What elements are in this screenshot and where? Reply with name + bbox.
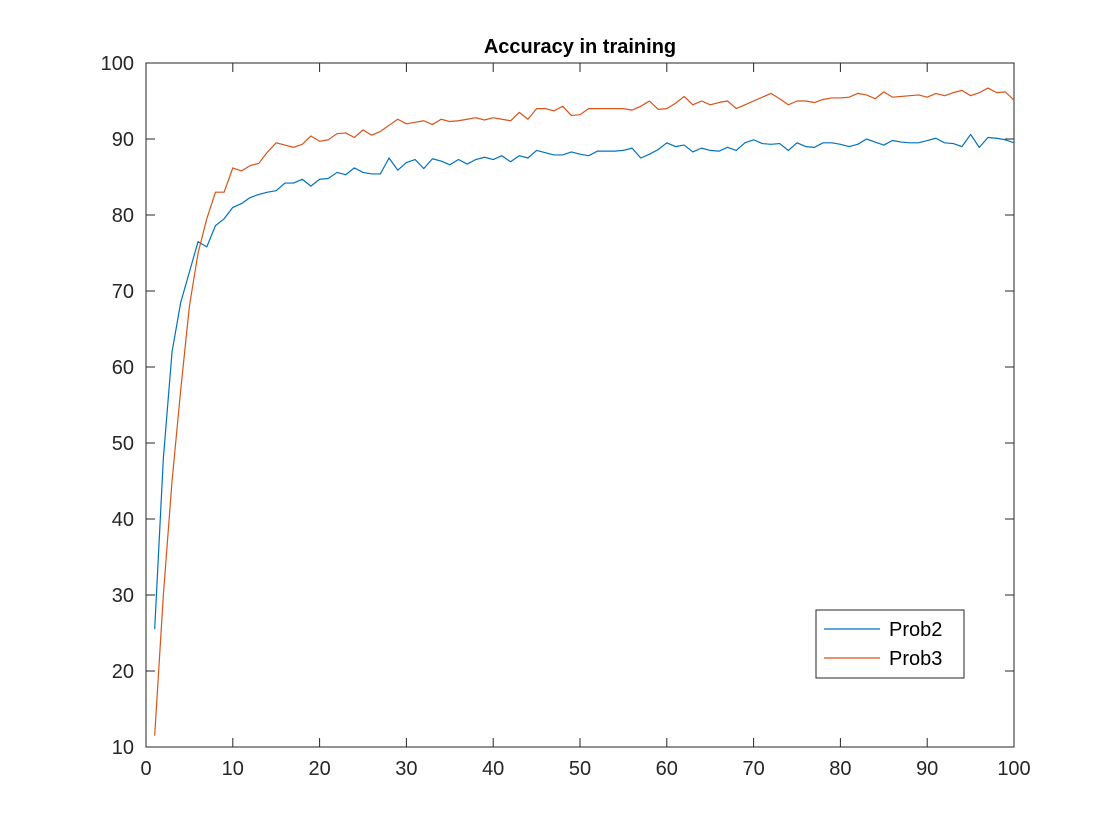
x-tick-label: 30 [395, 758, 417, 780]
series-line-prob2 [154, 133, 1015, 630]
legend: Prob2 Prob3 [815, 609, 965, 679]
x-tick-label: 40 [482, 758, 504, 780]
x-tick-label: 20 [308, 758, 330, 780]
legend-box [815, 609, 965, 679]
x-tick-label: 60 [656, 758, 678, 780]
y-tick-label: 80 [112, 205, 134, 227]
x-tick-label: 70 [742, 758, 764, 780]
y-axis-ticks: 10 20 30 40 50 60 70 80 90 100 [101, 53, 1014, 759]
x-tick-label: 80 [829, 758, 851, 780]
y-tick-label: 50 [112, 433, 134, 455]
x-tick-label: 10 [222, 758, 244, 780]
x-tick-label: 50 [569, 758, 591, 780]
y-tick-label: 10 [112, 737, 134, 759]
y-tick-label: 20 [112, 661, 134, 683]
y-tick-label: 70 [112, 281, 134, 303]
chart-title: Accuracy in training [484, 36, 676, 58]
x-tick-label: 100 [997, 758, 1030, 780]
y-tick-label: 90 [112, 129, 134, 151]
y-tick-label: 30 [112, 585, 134, 607]
y-tick-label: 100 [101, 53, 134, 75]
x-axis-ticks: 0 10 20 30 40 50 60 70 80 90 100 [140, 63, 1031, 780]
series-line-prob3 [154, 87, 1015, 736]
legend-label-prob3: Prob3 [889, 648, 942, 670]
x-tick-label: 90 [916, 758, 938, 780]
legend-label-prob2: Prob2 [889, 619, 942, 641]
y-tick-label: 60 [112, 357, 134, 379]
y-tick-label: 40 [112, 509, 134, 531]
series-lines [154, 87, 1015, 736]
x-tick-label: 0 [140, 758, 151, 780]
